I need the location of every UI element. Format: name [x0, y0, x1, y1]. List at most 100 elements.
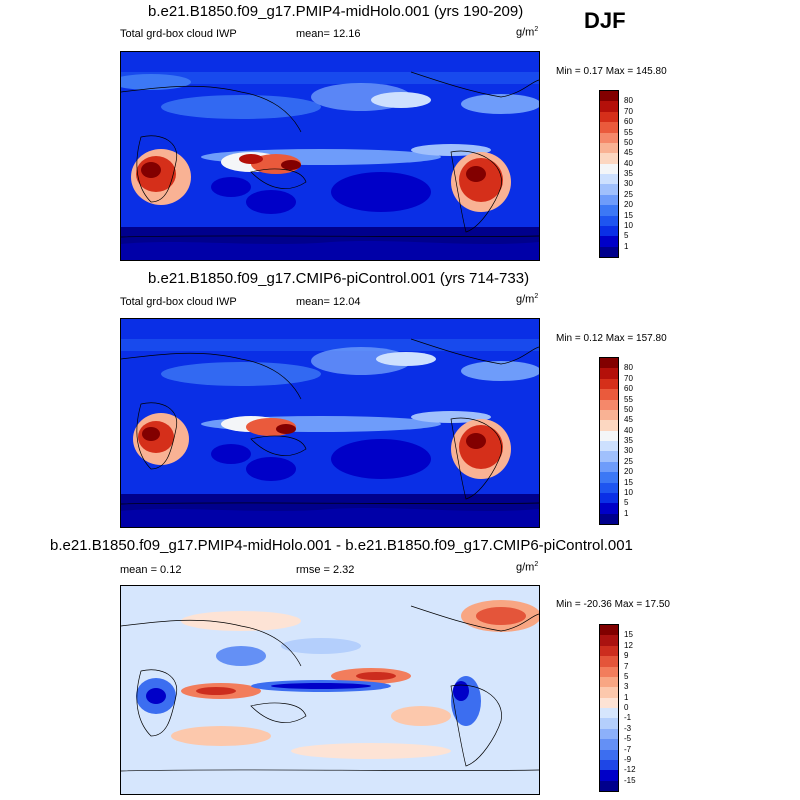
colorbar-segment: [600, 420, 618, 431]
australia-outline: [250, 435, 307, 456]
colorbar-segment: [600, 184, 618, 195]
colorbar-segment: [600, 645, 618, 657]
north-america-outline: [410, 71, 539, 98]
colorbar-segment: [600, 430, 618, 441]
colorbar-tick-label: 25: [624, 189, 633, 199]
colorbar-segment: [600, 122, 618, 133]
colorbar-tick-label: -1: [624, 713, 632, 723]
colorbar-tick-label: 40: [624, 158, 633, 168]
africa-outline: [136, 402, 178, 470]
colorbar-segment: [600, 368, 618, 379]
panel2-units: g/m2: [516, 293, 539, 306]
colorbar-tick-label: 35: [624, 436, 633, 445]
australia-outline: [250, 702, 307, 723]
colorbar-tick-label: 40: [624, 425, 633, 435]
colorbar-segment: [600, 687, 618, 698]
season-label: DJF: [584, 8, 626, 33]
south-america-outline: [450, 150, 502, 233]
colorbar-tick-label: 60: [624, 384, 633, 394]
colorbar-segment: [600, 163, 618, 174]
colorbar-segment: [600, 759, 618, 771]
north-america-outline: [410, 338, 539, 365]
panel2-map: [120, 318, 540, 528]
colorbar-segment: [600, 728, 618, 740]
colorbar-tick-label: 70: [624, 373, 633, 383]
panel2-field: [121, 319, 539, 527]
colorbar-segment: [600, 205, 618, 216]
colorbar-tick-label: 1: [624, 508, 629, 518]
colorbar-tick-label: -3: [624, 723, 632, 733]
panel3-mean: mean = 0.12: [120, 564, 182, 576]
panel3-map: [120, 585, 540, 795]
colorbar-tick-label: 70: [624, 106, 633, 116]
colorbar-tick-label: 7: [624, 661, 629, 671]
colorbar-tick-label: 35: [624, 169, 633, 178]
colorbar-segment: [600, 635, 618, 646]
colorbar-segment: [600, 91, 618, 102]
panel2-mean: mean= 12.04: [296, 296, 361, 308]
colorbar-segment: [600, 246, 618, 257]
colorbar-segment: [600, 399, 618, 410]
colorbar-tick-label: 20: [624, 467, 633, 477]
colorbar-tick-label: 25: [624, 456, 633, 466]
colorbar-tick-label: 60: [624, 117, 633, 127]
panel1-map: [120, 51, 540, 261]
panel1-title: b.e21.B1850.f09_g17.PMIP4-midHolo.001 (y…: [148, 3, 524, 20]
colorbar-segment: [600, 101, 618, 112]
colorbar-segment: [600, 111, 618, 123]
colorbar-segment: [600, 451, 618, 462]
south-america-outline: [450, 417, 502, 500]
colorbar-tick-label: 30: [624, 446, 633, 456]
colorbar-tick-label: 80: [624, 363, 633, 373]
colorbar-tick-label: 30: [624, 179, 633, 189]
colorbar-tick-label: 50: [624, 404, 633, 414]
colorbar-segment: [600, 708, 618, 719]
colorbar-segment: [600, 749, 618, 760]
colorbar-tick-label: 9: [624, 651, 629, 661]
colorbar-segment: [600, 625, 618, 636]
colorbar-tick-label: -15: [624, 775, 636, 785]
colorbar-segment: [600, 472, 618, 483]
panel3-units: g/m2: [516, 561, 539, 574]
colorbar-tick-label: -12: [624, 765, 636, 775]
colorbar-tick-label: -9: [624, 754, 632, 764]
colorbar-segment: [600, 461, 618, 473]
antarctica-outline: [121, 502, 539, 505]
colorbar-segment: [600, 656, 618, 667]
africa-outline: [136, 669, 178, 737]
colorbar-segment: [600, 378, 618, 390]
colorbar-segment: [600, 389, 618, 400]
colorbar-tick-label: 55: [624, 394, 633, 404]
colorbar-segment: [600, 676, 618, 688]
panel2-variable: Total grd-box cloud IWP: [120, 296, 237, 308]
colorbar-tick-label: 12: [624, 640, 633, 650]
panel3-field: [121, 586, 539, 794]
panel1-variable: Total grd-box cloud IWP: [120, 28, 237, 40]
colorbar-segment: [600, 503, 618, 514]
panel1-field: [121, 52, 539, 260]
panel1-units: g/m2: [516, 26, 539, 39]
colorbar-tick-label: 5: [624, 498, 629, 508]
colorbar-segment: [600, 194, 618, 206]
panel2-colorbar: [599, 357, 619, 525]
panel1-colorbar: [599, 90, 619, 258]
colorbar-segment: [600, 153, 618, 164]
colorbar-tick-label: 1: [624, 241, 629, 251]
colorbar-tick-label: -7: [624, 744, 632, 754]
colorbar-tick-label: 80: [624, 96, 633, 106]
colorbar-tick-label: 50: [624, 137, 633, 147]
antarctica-outline: [121, 235, 539, 238]
africa-outline: [136, 135, 178, 203]
panel2-title: b.e21.B1850.f09_g17.CMIP6-piControl.001 …: [148, 270, 530, 287]
colorbar-segment: [600, 482, 618, 493]
australia-outline: [250, 168, 307, 189]
colorbar-tick-label: 5: [624, 231, 629, 241]
panel1-minmax: Min = 0.17 Max = 145.80: [556, 66, 667, 77]
north-america-outline: [410, 605, 539, 632]
colorbar-tick-label: 0: [624, 703, 629, 712]
colorbar-tick-label: 15: [624, 477, 633, 487]
colorbar-segment: [600, 666, 618, 677]
antarctica-outline: [121, 769, 539, 772]
colorbar-segment: [600, 142, 618, 154]
colorbar-segment: [600, 225, 618, 237]
